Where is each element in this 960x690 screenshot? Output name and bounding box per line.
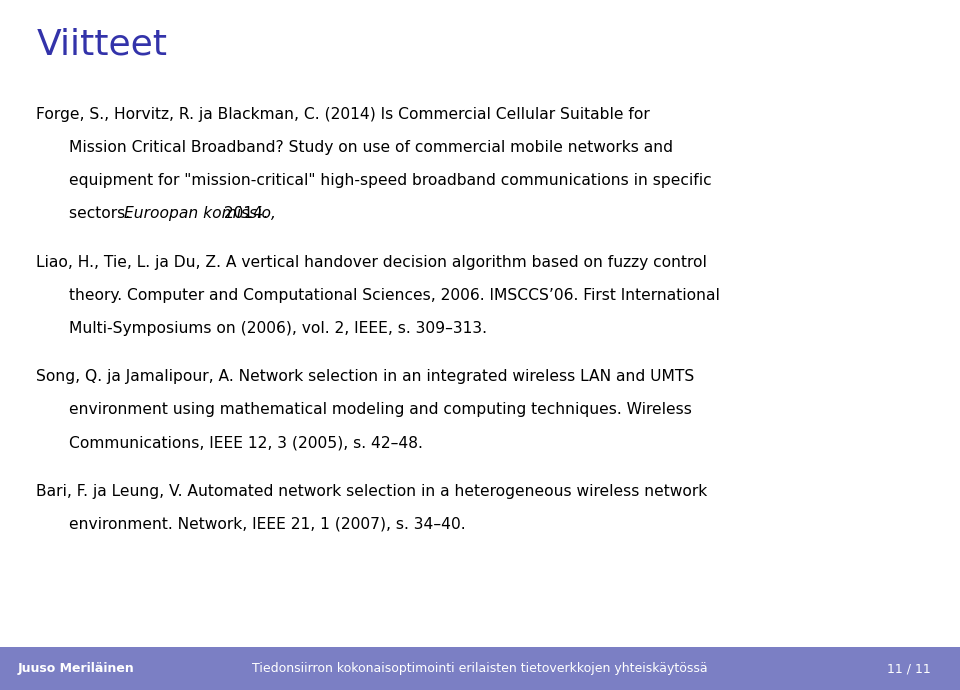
Text: Tiedonsiirron kokonaisoptimointi erilaisten tietoverkkojen yhteiskäytössä: Tiedonsiirron kokonaisoptimointi erilais… bbox=[252, 662, 708, 675]
Text: Juuso Meriläinen: Juuso Meriläinen bbox=[17, 662, 134, 675]
Text: environment using mathematical modeling and computing techniques. Wireless: environment using mathematical modeling … bbox=[69, 402, 692, 417]
Text: Song, Q. ja Jamalipour, A. Network selection in an integrated wireless LAN and U: Song, Q. ja Jamalipour, A. Network selec… bbox=[36, 369, 695, 384]
Text: Liao, H., Tie, L. ja Du, Z. A vertical handover decision algorithm based on fuzz: Liao, H., Tie, L. ja Du, Z. A vertical h… bbox=[36, 255, 708, 270]
Text: Euroopan komissio,: Euroopan komissio, bbox=[124, 206, 276, 221]
Text: Viitteet: Viitteet bbox=[36, 28, 167, 61]
Text: sectors.: sectors. bbox=[69, 206, 135, 221]
Text: Forge, S., Horvitz, R. ja Blackman, C. (2014) Is Commercial Cellular Suitable fo: Forge, S., Horvitz, R. ja Blackman, C. (… bbox=[36, 107, 650, 122]
Text: 2014.: 2014. bbox=[219, 206, 268, 221]
Text: Mission Critical Broadband? Study on use of commercial mobile networks and: Mission Critical Broadband? Study on use… bbox=[69, 140, 673, 155]
Text: Communications, IEEE 12, 3 (2005), s. 42–48.: Communications, IEEE 12, 3 (2005), s. 42… bbox=[69, 435, 423, 451]
Bar bbox=[0, 647, 960, 690]
Text: Multi-Symposiums on (2006), vol. 2, IEEE, s. 309–313.: Multi-Symposiums on (2006), vol. 2, IEEE… bbox=[69, 321, 487, 336]
Text: environment. Network, IEEE 21, 1 (2007), s. 34–40.: environment. Network, IEEE 21, 1 (2007),… bbox=[69, 517, 466, 532]
Text: 11 / 11: 11 / 11 bbox=[887, 662, 931, 675]
Text: theory. Computer and Computational Sciences, 2006. IMSCCS’06. First Internationa: theory. Computer and Computational Scien… bbox=[69, 288, 720, 303]
Text: equipment for "mission-critical" high-speed broadband communications in specific: equipment for "mission-critical" high-sp… bbox=[69, 173, 711, 188]
Text: Bari, F. ja Leung, V. Automated network selection in a heterogeneous wireless ne: Bari, F. ja Leung, V. Automated network … bbox=[36, 484, 708, 499]
